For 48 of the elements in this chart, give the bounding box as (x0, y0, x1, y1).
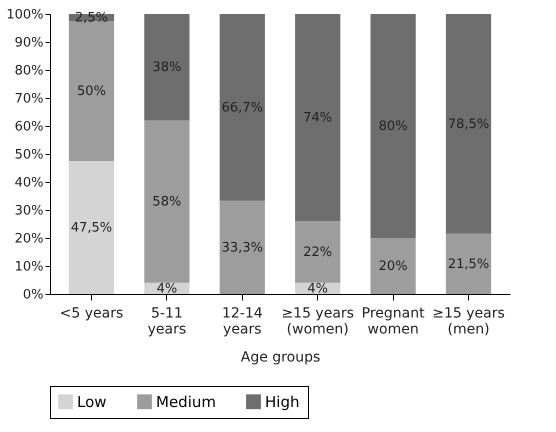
data-label: 4% (307, 281, 328, 296)
data-label: 80% (378, 119, 408, 134)
legend-label: High (265, 392, 300, 411)
bar (68, 21, 114, 161)
y-tick-label: 90% (14, 36, 44, 50)
data-label: 58% (152, 194, 182, 210)
data-label: 38% (152, 60, 182, 76)
y-tick-label: 80% (14, 64, 44, 78)
y-tick-label: 30% (14, 204, 44, 218)
x-tick-label: 5-11 years (148, 306, 186, 338)
y-tick-label: 50% (14, 148, 44, 162)
bar (144, 120, 190, 283)
data-label: 78,5% (448, 116, 490, 132)
x-axis-title: Age groups (240, 350, 320, 366)
y-tick-label: 40% (14, 176, 44, 190)
bar (220, 14, 265, 201)
bar (295, 221, 340, 283)
x-tick-label: Pregnant women (362, 306, 426, 338)
y-tick-label: 10% (14, 260, 44, 274)
y-tick-label: 60% (14, 120, 44, 134)
data-label: 21,5% (448, 256, 490, 272)
y-tick-label: 70% (14, 92, 44, 106)
bar (446, 234, 492, 294)
bar (220, 200, 265, 294)
data-label: 74% (303, 110, 332, 126)
bar (144, 14, 190, 120)
data-label: 2,5% (74, 10, 108, 26)
y-tick-label: 20% (14, 232, 44, 246)
x-tick-label: ≥15 years (men) (432, 306, 505, 338)
x-tick-label: ≥15 years (women) (281, 306, 354, 338)
y-tick-label: 100% (6, 8, 44, 22)
data-label: 66,7% (222, 100, 263, 116)
bar (370, 14, 416, 238)
y-tick-label: 0% (22, 288, 44, 302)
legend-label: Medium (156, 392, 216, 411)
bar (68, 161, 114, 294)
x-tick-label: 12-14 years (222, 306, 263, 338)
bar (295, 14, 340, 222)
bar (446, 14, 492, 234)
data-label: 20% (378, 259, 408, 274)
data-label: 22% (303, 245, 332, 260)
data-label: 33,3% (222, 240, 263, 256)
data-label: 50% (77, 84, 106, 99)
x-tick-label: <5 years (60, 306, 124, 322)
data-label: 4% (156, 281, 178, 296)
data-label: 47,5% (70, 220, 112, 236)
bar (370, 238, 416, 294)
legend-label: Low (77, 392, 107, 411)
